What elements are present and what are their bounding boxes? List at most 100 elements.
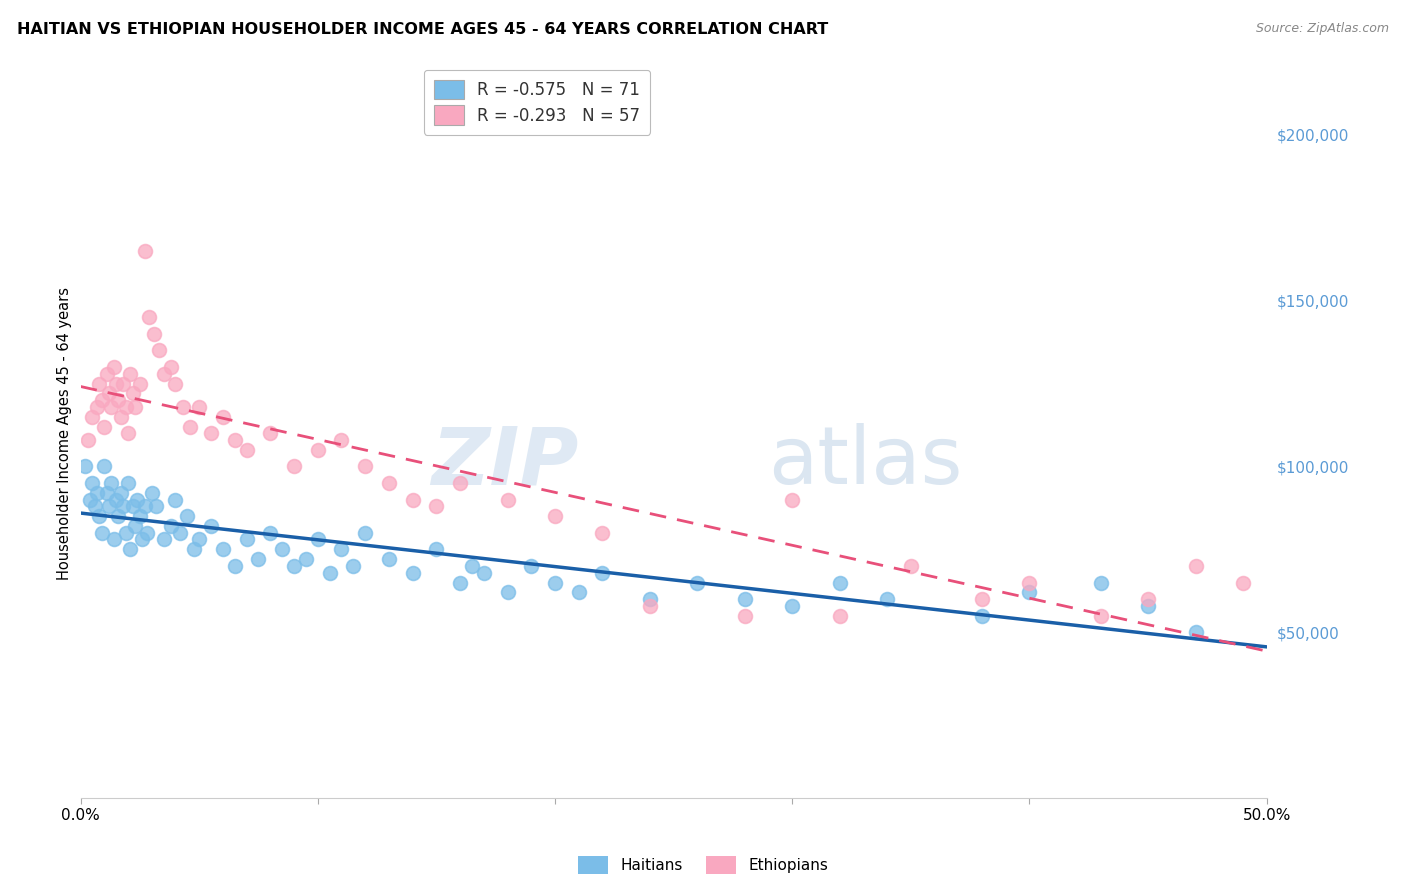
Point	[224, 558, 246, 573]
Point	[127, 492, 149, 507]
Point	[212, 409, 235, 424]
Point	[114, 400, 136, 414]
Point	[780, 492, 803, 507]
Text: ZIP: ZIP	[432, 424, 579, 501]
Point	[136, 525, 159, 540]
Point	[283, 459, 305, 474]
Point	[76, 433, 98, 447]
Point	[159, 519, 181, 533]
Point	[591, 566, 613, 580]
Point	[1184, 625, 1206, 640]
Point	[780, 599, 803, 613]
Point	[449, 476, 471, 491]
Point	[235, 442, 257, 457]
Point	[1090, 608, 1112, 623]
Point	[90, 393, 112, 408]
Point	[89, 376, 111, 391]
Point	[212, 542, 235, 557]
Point	[110, 486, 132, 500]
Point	[152, 533, 174, 547]
Point	[110, 409, 132, 424]
Point	[496, 585, 519, 599]
Point	[112, 500, 135, 514]
Point	[141, 486, 163, 500]
Point	[121, 386, 143, 401]
Point	[970, 592, 993, 607]
Point	[89, 509, 111, 524]
Point	[86, 486, 108, 500]
Point	[120, 542, 142, 557]
Point	[1232, 575, 1254, 590]
Point	[179, 419, 201, 434]
Point	[259, 525, 281, 540]
Point	[131, 533, 153, 547]
Point	[82, 409, 104, 424]
Point	[828, 608, 851, 623]
Point	[461, 558, 484, 573]
Point	[93, 459, 115, 474]
Point	[117, 476, 139, 491]
Point	[330, 542, 353, 557]
Point	[107, 509, 129, 524]
Point	[124, 400, 146, 414]
Point	[200, 426, 222, 441]
Point	[134, 500, 156, 514]
Text: Source: ZipAtlas.com: Source: ZipAtlas.com	[1256, 22, 1389, 36]
Point	[165, 492, 187, 507]
Point	[544, 509, 567, 524]
Point	[105, 492, 128, 507]
Point	[247, 552, 270, 566]
Point	[1137, 599, 1160, 613]
Point	[638, 599, 661, 613]
Point	[472, 566, 495, 580]
Point	[1018, 585, 1040, 599]
Point	[235, 533, 257, 547]
Point	[734, 592, 756, 607]
Point	[734, 608, 756, 623]
Point	[283, 558, 305, 573]
Point	[544, 575, 567, 590]
Point	[82, 476, 104, 491]
Point	[568, 585, 591, 599]
Point	[828, 575, 851, 590]
Point	[1018, 575, 1040, 590]
Point	[143, 326, 166, 341]
Point	[96, 486, 118, 500]
Point	[520, 558, 543, 573]
Point	[876, 592, 898, 607]
Point	[425, 542, 447, 557]
Text: HAITIAN VS ETHIOPIAN HOUSEHOLDER INCOME AGES 45 - 64 YEARS CORRELATION CHART: HAITIAN VS ETHIOPIAN HOUSEHOLDER INCOME …	[17, 22, 828, 37]
Point	[354, 459, 377, 474]
Point	[378, 476, 401, 491]
Point	[200, 519, 222, 533]
Point	[117, 426, 139, 441]
Point	[638, 592, 661, 607]
Point	[342, 558, 364, 573]
Point	[188, 533, 211, 547]
Point	[401, 492, 423, 507]
Point	[401, 566, 423, 580]
Point	[165, 376, 187, 391]
Point	[79, 492, 101, 507]
Text: atlas: atlas	[769, 424, 963, 501]
Point	[591, 525, 613, 540]
Point	[138, 310, 160, 325]
Point	[148, 343, 170, 358]
Point	[295, 552, 318, 566]
Point	[378, 552, 401, 566]
Point	[271, 542, 294, 557]
Point	[120, 367, 142, 381]
Point	[134, 244, 156, 258]
Point	[112, 376, 135, 391]
Legend: Haitians, Ethiopians: Haitians, Ethiopians	[571, 850, 835, 880]
Point	[100, 400, 122, 414]
Point	[105, 376, 128, 391]
Point	[188, 400, 211, 414]
Point	[152, 367, 174, 381]
Point	[103, 359, 125, 374]
Legend: R = -0.575   N = 71, R = -0.293   N = 57: R = -0.575 N = 71, R = -0.293 N = 57	[425, 70, 651, 135]
Point	[90, 525, 112, 540]
Point	[159, 359, 181, 374]
Point	[114, 525, 136, 540]
Point	[98, 500, 121, 514]
